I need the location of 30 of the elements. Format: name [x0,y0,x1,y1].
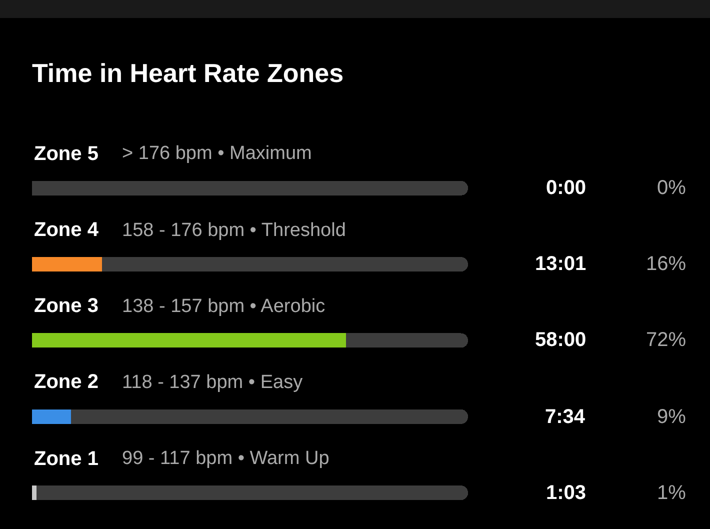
annotation: 118 - 137 bpm • Easy [122,372,304,393]
bar [32,333,346,348]
bar [32,180,468,196]
bar [102,257,468,272]
text: 13:01 [535,253,586,275]
bar [71,409,468,424]
text: 1:03 [546,482,586,504]
data-label: 9% [657,406,686,428]
annotation: > 176 bpm • Maximum [122,143,312,164]
data-label: 72% [646,329,686,351]
text: 0:00 [546,177,586,199]
data-label: 0% [657,177,686,199]
y-tick-label: Zone 3 [34,295,98,317]
y-tick-label: Zone 4 [34,219,100,241]
y-tick-label: Zone 1 [34,448,98,470]
y-tick-label: Zone 5 [34,143,98,165]
annotation: 138 - 157 bpm • Aerobic [122,296,326,317]
bar [36,486,468,500]
annotation: 158 - 176 bpm • Threshold [122,220,346,241]
text: 7:34 [545,406,586,428]
text: 58:00 [535,329,586,351]
chart-title: Time in Heart Rate Zones [32,58,344,88]
bar [32,409,72,424]
data-label: 1% [657,482,686,504]
y-tick-label: Zone 2 [34,371,98,393]
bar [32,486,36,500]
data-label: 16% [646,253,686,275]
bar [346,333,468,348]
bar [32,257,102,272]
annotation: 99 - 117 bpm • Warm Up [122,448,330,469]
